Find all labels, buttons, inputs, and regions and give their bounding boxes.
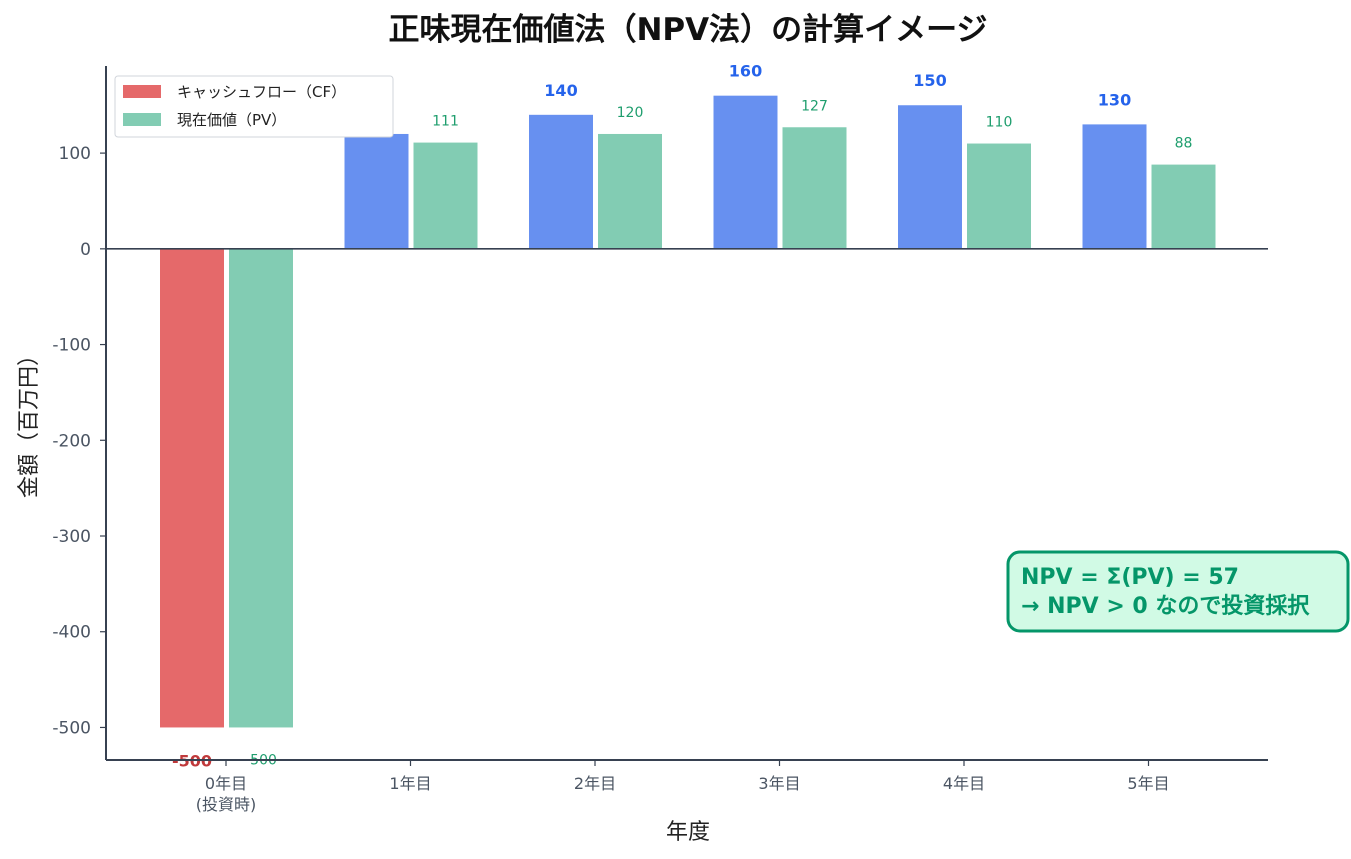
bar-pv-5 <box>1151 164 1216 249</box>
x-tick-label-5: 5年目 <box>1127 774 1169 793</box>
data-label-pv-2: 120 <box>617 105 644 121</box>
y-tick-label--100: -100 <box>52 336 91 356</box>
bar-cf-3 <box>713 95 778 249</box>
bar-cf-0 <box>160 248 224 728</box>
bar-pv-2 <box>598 133 662 249</box>
bars-group: -500-50012011114012016012715011013088 <box>160 62 1216 770</box>
data-label-pv-4: 110 <box>986 115 1013 131</box>
data-label-cf-4: 150 <box>913 71 946 90</box>
y-tick-label-100: 100 <box>59 144 91 164</box>
y-tick-label--200: -200 <box>52 431 91 451</box>
legend-label-pv: 現在価値（PV） <box>177 111 286 129</box>
x-tick-label-3: 3年目 <box>758 774 800 793</box>
data-label-cf-5: 130 <box>1098 90 1131 109</box>
npv-annotation-box <box>1006 550 1350 633</box>
bar-cf-2 <box>529 114 593 249</box>
y-tick-label--400: -400 <box>52 623 91 643</box>
y-tick-label--500: -500 <box>52 718 91 738</box>
y-tick-label--300: -300 <box>52 527 91 547</box>
legend: キャッシュフロー（CF） 現在価値（PV） <box>114 75 394 138</box>
bar-pv-1 <box>413 142 478 249</box>
bar-cf-4 <box>898 105 962 249</box>
npv-annotation-line2: → NPV > 0 なので投資採択 <box>1021 593 1310 619</box>
y-axis-label: 金額（百万円） <box>17 344 42 498</box>
bar-pv-0 <box>229 248 293 728</box>
data-label-pv-5: 88 <box>1175 136 1193 152</box>
x-tick-label-1: 1年目 <box>389 774 431 793</box>
chart-title: 正味現在価値法（NPV法）の計算イメージ <box>388 12 987 48</box>
data-label-pv-1: 111 <box>432 114 459 130</box>
legend-swatch-cf <box>123 85 161 98</box>
bar-pv-4 <box>967 143 1031 249</box>
npv-annotation: NPV = Σ(PV) = 57 → NPV > 0 なので投資採択 <box>1006 550 1350 633</box>
bar-cf-5 <box>1082 124 1147 249</box>
x-tick-label-4: 4年目 <box>943 774 985 793</box>
data-label-pv-3: 127 <box>801 98 828 114</box>
data-label-cf-2: 140 <box>544 81 577 100</box>
x-axis-label: 年度 <box>666 820 710 845</box>
axes-group: 0年目 (投資時) 1年目 2年目 3年目 4年目 5年目 -500 -400 -300 -200 -… <box>52 66 1268 814</box>
x-tick-label-0: 0年目 <box>205 774 247 793</box>
npv-annotation-line1: NPV = Σ(PV) = 57 <box>1021 565 1239 590</box>
x-tick-label-0-sub: (投資時) <box>196 795 257 814</box>
legend-swatch-pv <box>123 113 161 126</box>
bar-pv-3 <box>782 127 847 249</box>
legend-label-cf: キャッシュフロー（CF） <box>177 83 346 101</box>
y-tick-label-0: 0 <box>80 240 91 260</box>
legend-frame <box>114 75 394 138</box>
data-label-cf-3: 160 <box>729 62 762 81</box>
x-tick-label-2: 2年目 <box>574 774 616 793</box>
bar-cf-1 <box>344 133 409 249</box>
